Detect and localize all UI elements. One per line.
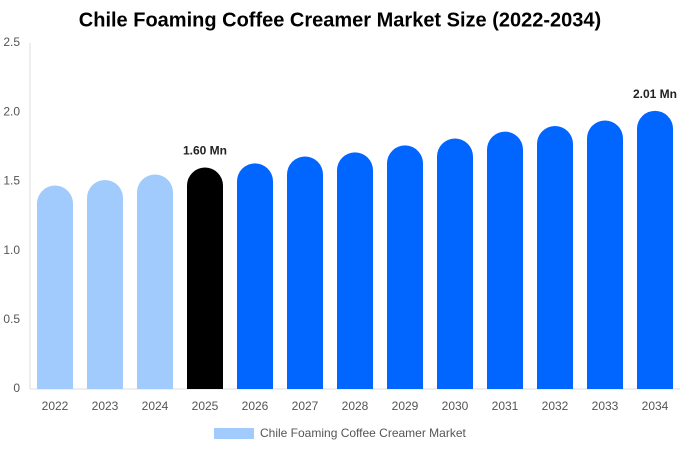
x-tick-label: 2023 xyxy=(92,399,119,413)
x-tick-label: 2024 xyxy=(142,399,169,413)
x-tick-label: 2031 xyxy=(492,399,519,413)
chart-title: Chile Foaming Coffee Creamer Market Size… xyxy=(79,9,601,31)
bar xyxy=(587,120,623,389)
x-tick-label: 2033 xyxy=(592,399,619,413)
x-tick-label: 2032 xyxy=(542,399,569,413)
bar xyxy=(637,110,673,390)
y-tick-label: 1.0 xyxy=(3,243,20,257)
x-tick-label: 2025 xyxy=(192,399,219,413)
y-tick-label: 1.5 xyxy=(3,174,20,188)
x-tick-label: 2026 xyxy=(242,399,269,413)
y-tick-label: 0 xyxy=(13,381,20,395)
x-tick-label: 2030 xyxy=(442,399,469,413)
bar xyxy=(237,163,273,389)
x-tick-label: 2029 xyxy=(392,399,419,413)
bar xyxy=(287,156,323,389)
bar xyxy=(487,131,523,390)
bar xyxy=(387,145,423,389)
x-tick-label: 2034 xyxy=(642,399,669,413)
y-tick-label: 0.5 xyxy=(3,312,20,326)
y-tick-label: 2.5 xyxy=(3,35,20,49)
legend-swatch xyxy=(214,428,254,439)
y-tick-label: 2.0 xyxy=(3,104,20,118)
bar xyxy=(37,185,73,389)
data-label: 1.60 Mn xyxy=(183,144,227,158)
x-tick-label: 2028 xyxy=(342,399,369,413)
bar xyxy=(187,167,223,389)
bar xyxy=(337,152,373,389)
bar xyxy=(537,126,573,390)
bar xyxy=(437,138,473,389)
legend-label: Chile Foaming Coffee Creamer Market xyxy=(260,426,467,440)
data-label: 2.01 Mn xyxy=(633,87,677,101)
bar xyxy=(137,174,173,389)
x-tick-label: 2027 xyxy=(292,399,319,413)
bar xyxy=(87,180,123,389)
x-tick-label: 2022 xyxy=(42,399,69,413)
